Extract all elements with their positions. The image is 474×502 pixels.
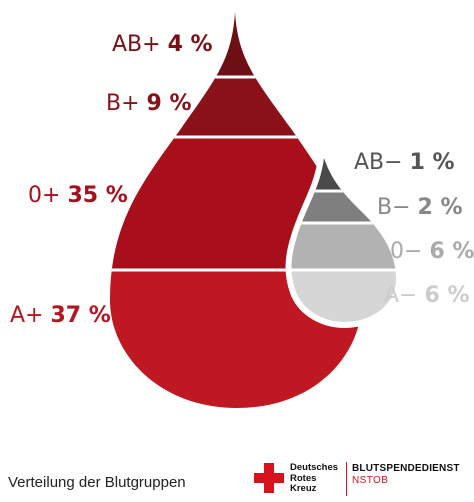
org-name: Deutsches Rotes Kreuz bbox=[290, 462, 339, 495]
logo-divider bbox=[346, 462, 347, 496]
label-b-neg: B− 2 % bbox=[377, 195, 463, 220]
label-a-pos: A+ 37 % bbox=[10, 303, 111, 328]
group-percent: 2 % bbox=[417, 195, 463, 220]
drk-logo: Deutsches Rotes Kreuz BLUTSPENDEDIENST N… bbox=[254, 462, 474, 498]
group-percent: 6 % bbox=[424, 283, 470, 308]
group-name: 0+ bbox=[28, 183, 61, 208]
group-name: B− bbox=[377, 195, 411, 220]
group-percent: 4 % bbox=[167, 32, 213, 57]
group-name: AB− bbox=[354, 150, 403, 175]
label-ab-pos: AB+ 4 % bbox=[112, 32, 213, 57]
group-name: 0− bbox=[390, 239, 423, 264]
label-ab-neg: AB− 1 % bbox=[354, 150, 455, 175]
label-b-pos: B+ 9 % bbox=[106, 91, 192, 116]
service-region: NSTOB bbox=[352, 475, 389, 486]
chart-title: Verteilung der Blutgruppen bbox=[8, 474, 186, 491]
group-name: A− bbox=[384, 283, 418, 308]
group-percent: 6 % bbox=[429, 239, 474, 264]
group-percent: 9 % bbox=[146, 91, 192, 116]
label-0-pos: 0+ 35 % bbox=[28, 183, 128, 208]
group-name: A+ bbox=[10, 303, 44, 328]
service-name: BLUTSPENDEDIENST bbox=[352, 463, 460, 474]
label-a-neg: A− 6 % bbox=[384, 283, 470, 308]
group-percent: 35 % bbox=[67, 183, 128, 208]
red-cross-icon bbox=[264, 463, 274, 493]
group-percent: 1 % bbox=[409, 150, 455, 175]
group-name: B+ bbox=[106, 91, 140, 116]
org-line: Deutsches bbox=[290, 462, 339, 473]
group-name: AB+ bbox=[112, 32, 161, 57]
org-line: Kreuz bbox=[290, 483, 317, 494]
group-percent: 37 % bbox=[50, 303, 111, 328]
label-0-neg: 0− 6 % bbox=[390, 239, 474, 264]
org-line: Rotes bbox=[290, 472, 317, 484]
